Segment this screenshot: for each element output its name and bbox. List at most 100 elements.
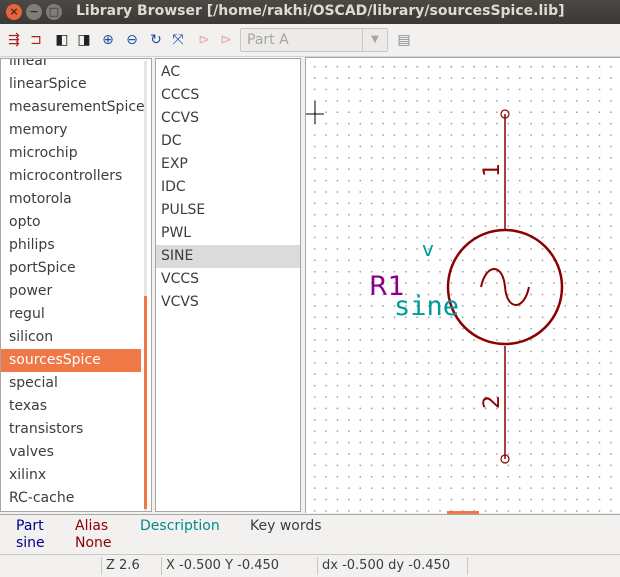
next-part-icon: ◨ — [77, 32, 91, 48]
status-zoom: Z 2.6 — [102, 557, 162, 575]
part-info: Part sine — [16, 518, 45, 551]
component-item[interactable]: EXP — [161, 156, 188, 172]
previous-part-button[interactable]: ◧ — [52, 30, 72, 50]
part-select[interactable]: Part A ▼ — [240, 28, 388, 52]
component-item[interactable]: CCVS — [161, 110, 200, 126]
library-item[interactable]: portSpice — [9, 260, 76, 276]
zoom-in-button[interactable]: ⊕ — [98, 30, 118, 50]
zoom-in-icon: ⊕ — [102, 32, 114, 48]
component-item[interactable]: SINE — [156, 245, 300, 268]
source-body-circle — [446, 228, 564, 346]
sine-wave — [480, 268, 530, 306]
library-item[interactable]: sourcesSpice — [1, 349, 141, 372]
select-library-button[interactable]: ⇶ — [4, 30, 24, 50]
component-item[interactable]: DC — [161, 133, 182, 149]
toolbar: ⇶ ⊐ ◧ ◨ ⊕ ⊖ ↻ ⤧ ⊳ ⊳ Part A ▼ ▤ — [0, 24, 620, 57]
component-item[interactable]: PULSE — [161, 202, 206, 218]
library-item[interactable]: texas — [9, 398, 48, 414]
v-label: v — [422, 237, 434, 261]
select-library-icon: ⇶ — [8, 32, 20, 48]
maximize-window-button[interactable]: □ — [46, 4, 62, 20]
title-bar: × − □ Library Browser [/home/rakhi/OSCAD… — [0, 0, 620, 24]
library-items: linear linearSpice measurementSpice memory m… — [1, 58, 145, 510]
zoom-auto-icon: ⤧ — [172, 32, 184, 48]
library-item[interactable]: RC-cache — [9, 490, 75, 506]
library-scroll-track — [144, 61, 147, 511]
library-scrollbar[interactable] — [144, 296, 147, 509]
canvas-scrollbar[interactable] — [447, 511, 479, 514]
keywords-info: Key words — [250, 518, 322, 535]
reference-label: R1 — [369, 271, 405, 302]
component-item[interactable]: AC — [161, 64, 181, 80]
description-info: Description — [140, 518, 220, 535]
body-style-1-icon: ⊳ — [198, 32, 210, 48]
previous-part-icon: ◧ — [55, 32, 69, 48]
library-item[interactable]: opto — [9, 214, 41, 230]
zoom-out-icon: ⊖ — [126, 32, 138, 48]
pin-2-number: 2 — [480, 395, 505, 409]
maximize-icon: □ — [48, 5, 60, 18]
library-item[interactable]: memory — [9, 122, 68, 138]
library-item[interactable]: valves — [9, 444, 54, 460]
component-list[interactable]: AC CCCS CCVS DC EXP IDC PULSE PWL SINE VCCS VCVS — [155, 58, 301, 512]
library-item[interactable]: measurementSpice — [9, 99, 145, 115]
chevron-down-icon: ▼ — [362, 29, 387, 51]
component-item[interactable]: CCCS — [161, 87, 200, 103]
keywords-label: Key words — [250, 518, 322, 534]
next-part-button[interactable]: ◨ — [74, 30, 94, 50]
library-item[interactable]: motorola — [9, 191, 72, 207]
pin-2-end — [500, 454, 510, 464]
redraw-icon: ↻ — [150, 32, 162, 48]
redraw-button[interactable]: ↻ — [146, 30, 166, 50]
value-label: sine — [394, 291, 459, 322]
alias-value: None — [75, 535, 112, 551]
component-item[interactable]: VCVS — [161, 294, 199, 310]
component-info: Part sine Alias None Description Key wor… — [0, 514, 620, 555]
minimize-window-button[interactable]: − — [26, 4, 42, 20]
body-style-2-icon: ⊳ — [220, 32, 232, 48]
pin-1-number: 1 — [480, 163, 505, 177]
library-item[interactable]: xilinx — [9, 467, 47, 483]
component-items: AC CCCS CCVS DC EXP IDC PULSE PWL SINE VCCS VCVS — [156, 61, 300, 314]
library-item[interactable]: microchip — [9, 145, 78, 161]
pin-1-end — [500, 109, 510, 119]
minimize-icon: − — [29, 5, 39, 18]
library-item[interactable]: transistors — [9, 421, 84, 437]
zoom-auto-button[interactable]: ⤧ — [168, 30, 188, 50]
symbol-canvas[interactable]: 1 2 v R1 sine — [305, 57, 620, 513]
export-button[interactable]: ▤ — [394, 30, 414, 50]
library-item[interactable]: philips — [9, 237, 55, 253]
zoom-out-button[interactable]: ⊖ — [122, 30, 142, 50]
load-component-icon: ⊐ — [30, 32, 42, 48]
close-window-button[interactable]: × — [6, 4, 22, 20]
component-item[interactable]: VCCS — [161, 271, 200, 287]
library-item[interactable]: power — [9, 283, 53, 299]
library-item[interactable]: special — [9, 375, 58, 391]
component-item[interactable]: PWL — [161, 225, 192, 241]
status-dxdy: dx -0.500 dy -0.450 — [318, 557, 468, 575]
status-xy: X -0.500 Y -0.450 — [162, 557, 318, 575]
part-select-value: Part A — [247, 32, 289, 48]
status-bar: Z 2.6 X -0.500 Y -0.450 dx -0.500 dy -0.… — [0, 554, 620, 577]
library-item[interactable]: regul — [9, 306, 45, 322]
library-item[interactable]: silicon — [9, 329, 54, 345]
status-message — [0, 557, 102, 575]
component-item[interactable]: IDC — [161, 179, 186, 195]
library-list[interactable]: linear linearSpice measurementSpice memory m… — [0, 58, 152, 512]
alias-info: Alias None — [75, 518, 112, 551]
export-icon: ▤ — [397, 32, 411, 48]
window-title: Library Browser [/home/rakhi/OSCAD/libra… — [76, 3, 565, 19]
symbol-drawing: 1 2 v R1 sine — [306, 101, 564, 464]
load-component-button[interactable]: ⊐ — [26, 30, 46, 50]
close-icon: × — [9, 5, 19, 18]
body-style-1-button[interactable]: ⊳ — [194, 30, 214, 50]
library-item[interactable]: linear — [9, 58, 49, 69]
library-item[interactable]: linearSpice — [9, 76, 87, 92]
status-extra — [468, 557, 620, 575]
body-style-2-button[interactable]: ⊳ — [216, 30, 236, 50]
library-item[interactable]: microcontrollers — [9, 168, 123, 184]
description-label: Description — [140, 518, 220, 534]
part-value: sine — [16, 535, 45, 551]
part-label: Part — [16, 518, 44, 534]
alias-label: Alias — [75, 518, 109, 534]
